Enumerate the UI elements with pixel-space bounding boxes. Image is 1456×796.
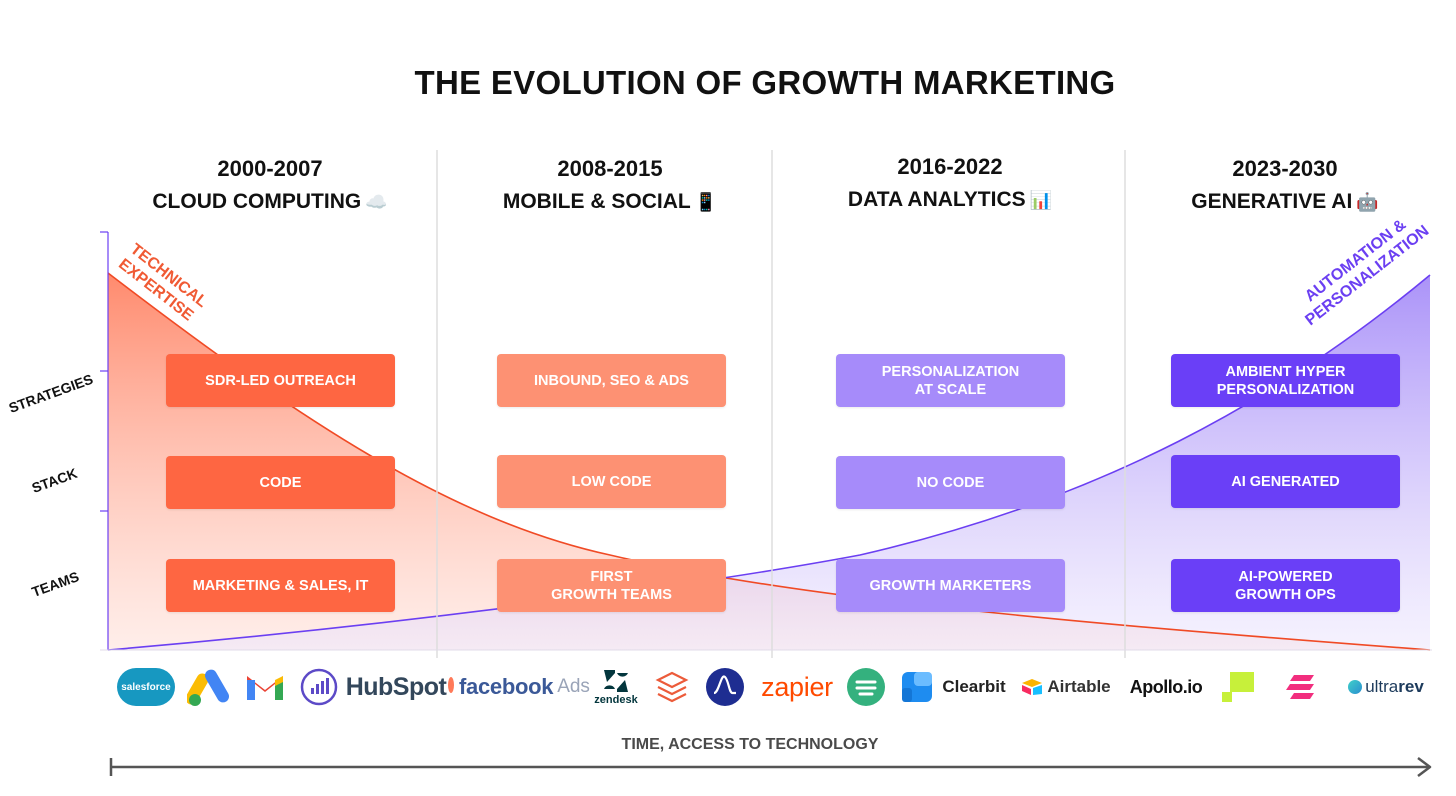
era-header-3: 2016-2022 DATA ANALYTICS 📊: [815, 153, 1085, 214]
era-years: 2008-2015: [557, 156, 663, 181]
automation-area: [108, 275, 1430, 650]
marketo-logo: [298, 665, 340, 709]
cell-teams-era1: MARKETING & SALES, IT: [166, 559, 395, 612]
cell-strategies-era2: INBOUND, SEO & ADS: [497, 354, 726, 407]
era-label: CLOUD COMPUTING: [152, 190, 362, 213]
cell-stack-era3: NO CODE: [836, 456, 1065, 509]
era-label: MOBILE & SOCIAL: [502, 190, 691, 213]
era-header-4: 2023-2030 GENERATIVE AI 🤖: [1155, 155, 1415, 216]
robot-icon: 🤖: [1356, 192, 1379, 212]
cell-teams-era3: GROWTH MARKETERS: [836, 559, 1065, 612]
ultrarev-logo: ultra rev: [1340, 665, 1432, 709]
segment-stack-logo: [652, 665, 692, 709]
time-axis-label: TIME, ACCESS TO TECHNOLOGY: [621, 736, 879, 753]
era-header-1: 2000-2007 CLOUD COMPUTING ☁️: [140, 155, 400, 216]
google-ads-logo: [186, 665, 232, 709]
sendoso-logo: [845, 665, 887, 709]
cell-strategies-era4: AMBIENT HYPER PERSONALIZATION: [1171, 354, 1400, 407]
era-years: 2023-2030: [1232, 156, 1338, 181]
cell-stack-era1: CODE: [166, 456, 395, 509]
era-label: GENERATIVE AI: [1191, 190, 1353, 213]
product-logo-blue: [898, 665, 936, 709]
green-square-logo: [1219, 665, 1257, 709]
facebook-ads-logo: facebook Ads: [459, 674, 590, 699]
zapier-logo: zapier: [761, 671, 833, 702]
hubspot-sprocket-icon: [448, 677, 455, 693]
salesforce-logo: salesforce: [116, 665, 176, 709]
amplitude-logo: [704, 665, 746, 709]
gmail-logo: [243, 665, 287, 709]
page-title: THE EVOLUTION OF GROWTH MARKETING: [414, 64, 1116, 101]
hubspot-logo: HubSpot: [346, 665, 455, 709]
cloud-icon: ☁️: [365, 192, 388, 212]
apollo-logo: Apollo.io: [1129, 676, 1203, 697]
cell-strategies-era1: SDR-LED OUTREACH: [166, 354, 395, 407]
cell-stack-era4: AI GENERATED: [1171, 455, 1400, 508]
zendesk-logo: zendesk: [588, 665, 644, 709]
bar-chart-icon: 📊: [1029, 190, 1053, 210]
airtable-logo: Airtable: [1018, 665, 1114, 709]
pink-stripes-logo: [1283, 665, 1321, 709]
era-label: DATA ANALYTICS: [847, 188, 1026, 211]
mobile-phone-icon: 📱: [694, 192, 718, 212]
cell-teams-era2: FIRST GROWTH TEAMS: [497, 559, 726, 612]
clearbit-logo: Clearbit: [942, 677, 1006, 696]
technical-expertise-area: [108, 273, 1430, 650]
cell-stack-era2: LOW CODE: [497, 455, 726, 508]
cell-teams-era4: AI-POWERED GROWTH OPS: [1171, 559, 1400, 612]
cell-strategies-era3: PERSONALIZATION AT SCALE: [836, 354, 1065, 407]
era-header-2: 2008-2015 MOBILE & SOCIAL 📱: [480, 155, 740, 216]
era-years: 2016-2022: [897, 154, 1003, 179]
era-years: 2000-2007: [217, 156, 323, 181]
